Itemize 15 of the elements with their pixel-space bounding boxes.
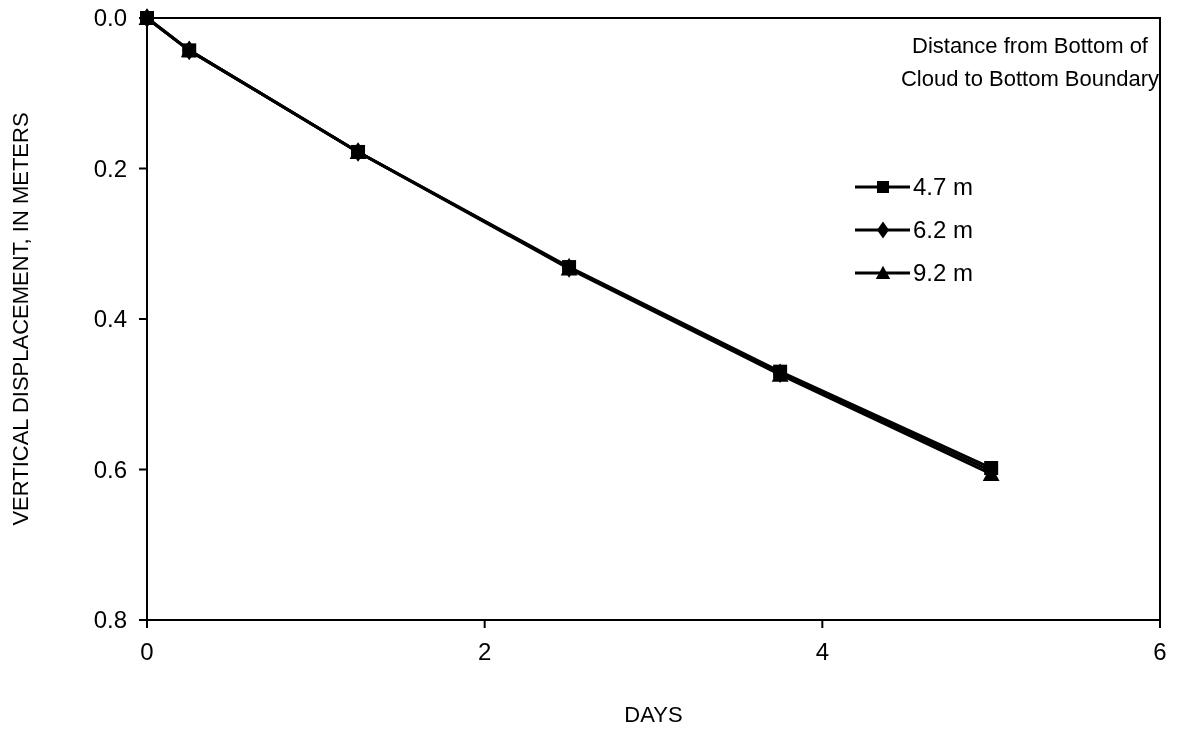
y-tick-label: 0.4 xyxy=(93,305,127,333)
legend-label: 4.7 m xyxy=(913,173,974,201)
legend-title: Distance from Bottom of Cloud to Bottom Boundary xyxy=(900,32,1160,91)
y-tick-label: 0.8 xyxy=(93,606,127,634)
y-axis-title: VERTICAL DISPLACEMENT, IN METERS xyxy=(8,112,33,526)
x-tick-label: 4 xyxy=(815,638,830,665)
x-tick-label: 0 xyxy=(140,638,154,665)
y-tick-label: 0.0 xyxy=(93,4,127,32)
y-tick-label: 0.2 xyxy=(93,154,127,182)
x-axis-title: DAYS xyxy=(624,702,683,727)
x-tick-label: 6 xyxy=(1153,638,1167,665)
y-tick-label: 0.6 xyxy=(93,455,127,483)
legend-label: 6.2 m xyxy=(913,216,974,244)
x-tick-label: 2 xyxy=(477,638,492,665)
legend-label: 9.2 m xyxy=(913,259,974,287)
